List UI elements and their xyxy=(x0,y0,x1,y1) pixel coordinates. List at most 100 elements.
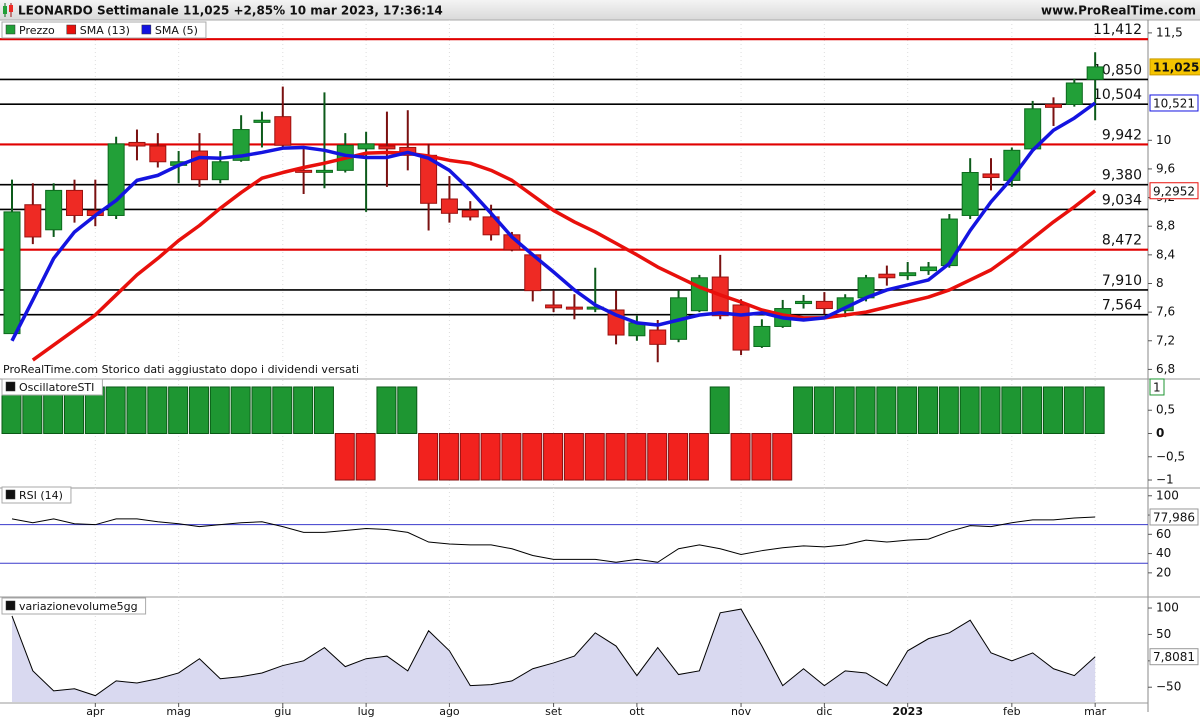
oscillator-bar xyxy=(668,433,689,481)
value-badge-label: 77,986 xyxy=(1153,510,1195,524)
candle-body xyxy=(45,189,63,231)
value-badge-label: 11,025 xyxy=(1153,60,1199,74)
oscillator-bar xyxy=(709,386,730,435)
candle-body xyxy=(149,145,167,163)
sma-line xyxy=(10,101,1097,342)
candle-body xyxy=(128,141,146,147)
y-tick-label: 50 xyxy=(1156,627,1171,641)
y-tick-label: 0 xyxy=(1156,426,1164,440)
header-site: www.ProRealTime.com xyxy=(1041,4,1196,18)
legend-box xyxy=(1,486,72,504)
oscillator-bar xyxy=(647,433,668,481)
legend-box xyxy=(1,21,207,39)
oscillator-bar xyxy=(959,386,980,435)
oscillator-bar xyxy=(272,386,293,435)
value-badge-label: 7,8081 xyxy=(1153,650,1195,664)
oscillator-bar xyxy=(522,433,543,481)
header-icon xyxy=(3,3,13,17)
legend-swatch xyxy=(66,24,77,35)
oscillator-bar xyxy=(1063,386,1084,435)
y-tick-label: 100 xyxy=(1156,488,1179,502)
candle-body xyxy=(961,172,979,216)
y-tick-label: −50 xyxy=(1156,680,1181,694)
candle-body xyxy=(920,266,938,272)
y-tick-label: 6,8 xyxy=(1156,362,1175,376)
value-badge-box xyxy=(1149,58,1200,76)
candle-body xyxy=(565,306,583,310)
value-badge-box xyxy=(1149,94,1199,112)
candle-body xyxy=(1045,103,1062,108)
oscillator-bar xyxy=(480,433,501,481)
value-badge-label: 10,521 xyxy=(1153,96,1195,110)
y-tick-label: 8 xyxy=(1156,276,1164,290)
candle-body xyxy=(545,304,563,309)
candle-body xyxy=(461,209,479,218)
candle-body xyxy=(795,300,813,305)
oscillator-bar xyxy=(730,433,751,481)
oscillator-bar xyxy=(563,433,584,481)
candle-body xyxy=(482,216,500,236)
y-tick-label: 60 xyxy=(1156,527,1171,541)
oscillator-bar xyxy=(293,386,314,435)
volume-area xyxy=(12,609,1096,702)
oscillator-bar xyxy=(980,386,1001,435)
level-label: 10,850 xyxy=(1093,62,1142,78)
legend-swatch xyxy=(5,381,16,392)
oscillator-bar xyxy=(772,433,793,481)
candle-body xyxy=(3,211,21,335)
candle-body xyxy=(295,169,313,173)
header-title: LEONARDO Settimanale 11,025 +2,85% 10 ma… xyxy=(18,4,443,18)
level-label: 7,564 xyxy=(1102,298,1142,314)
oscillator-bar xyxy=(418,433,439,481)
value-badge-box xyxy=(1149,648,1199,666)
value-badge-label: 9,2952 xyxy=(1153,184,1195,198)
sma-line xyxy=(31,150,1097,362)
oscillator-bar xyxy=(1043,386,1063,435)
oscillator-bar xyxy=(1022,386,1043,435)
y-tick-label: 20 xyxy=(1156,565,1171,579)
value-badge: 1 xyxy=(1149,378,1165,396)
candle-body xyxy=(274,116,292,146)
legend: Prezzo SMA (13) SMA (5) xyxy=(1,21,207,39)
value-badge-label: 1 xyxy=(1153,380,1161,394)
header-bar xyxy=(0,0,1200,20)
level-label: 9,942 xyxy=(1102,127,1142,143)
legend-box xyxy=(1,378,103,396)
oscillator-bar xyxy=(834,386,855,435)
candle-body xyxy=(315,169,333,173)
legend-swatch xyxy=(141,24,152,35)
legend-label: SMA (5) xyxy=(155,24,198,37)
y-tick-label: 10 xyxy=(1156,133,1171,147)
oscillator-bar xyxy=(918,386,939,435)
x-tick-label: dic xyxy=(816,705,832,718)
level-label: 7,910 xyxy=(1102,273,1142,289)
value-badge-box xyxy=(1149,182,1199,200)
legend-label: OscillatoreSTI xyxy=(19,381,94,394)
oscillator-bar xyxy=(688,433,709,481)
candle-body xyxy=(940,218,958,267)
y-tick-label: 9,6 xyxy=(1156,161,1175,175)
oscillator-bar xyxy=(230,386,251,435)
candle-body xyxy=(753,325,771,347)
oscillator-bar xyxy=(313,386,334,435)
level-label: 11,412 xyxy=(1093,22,1142,38)
oscillator-bar xyxy=(251,386,272,435)
oscillator-bar xyxy=(855,386,876,435)
x-tick-label: nov xyxy=(731,705,752,718)
y-tick-label: 0,5 xyxy=(1156,403,1175,417)
value-badge-box xyxy=(1149,378,1165,396)
candle-body xyxy=(732,304,750,351)
oscillator-bar xyxy=(626,433,647,481)
oscillator-bar xyxy=(605,433,626,481)
level-label: 8,472 xyxy=(1102,233,1142,249)
legend-box xyxy=(1,597,147,615)
oscillator-bar xyxy=(876,386,897,435)
x-tick-label: lug xyxy=(358,705,375,718)
x-tick-label: 2023 xyxy=(892,705,923,718)
x-tick-label: feb xyxy=(1003,705,1021,718)
oscillator-bar xyxy=(397,386,418,435)
oscillator-bar xyxy=(1084,386,1105,435)
candle-body xyxy=(190,150,208,181)
legend-label: RSI (14) xyxy=(19,489,63,502)
